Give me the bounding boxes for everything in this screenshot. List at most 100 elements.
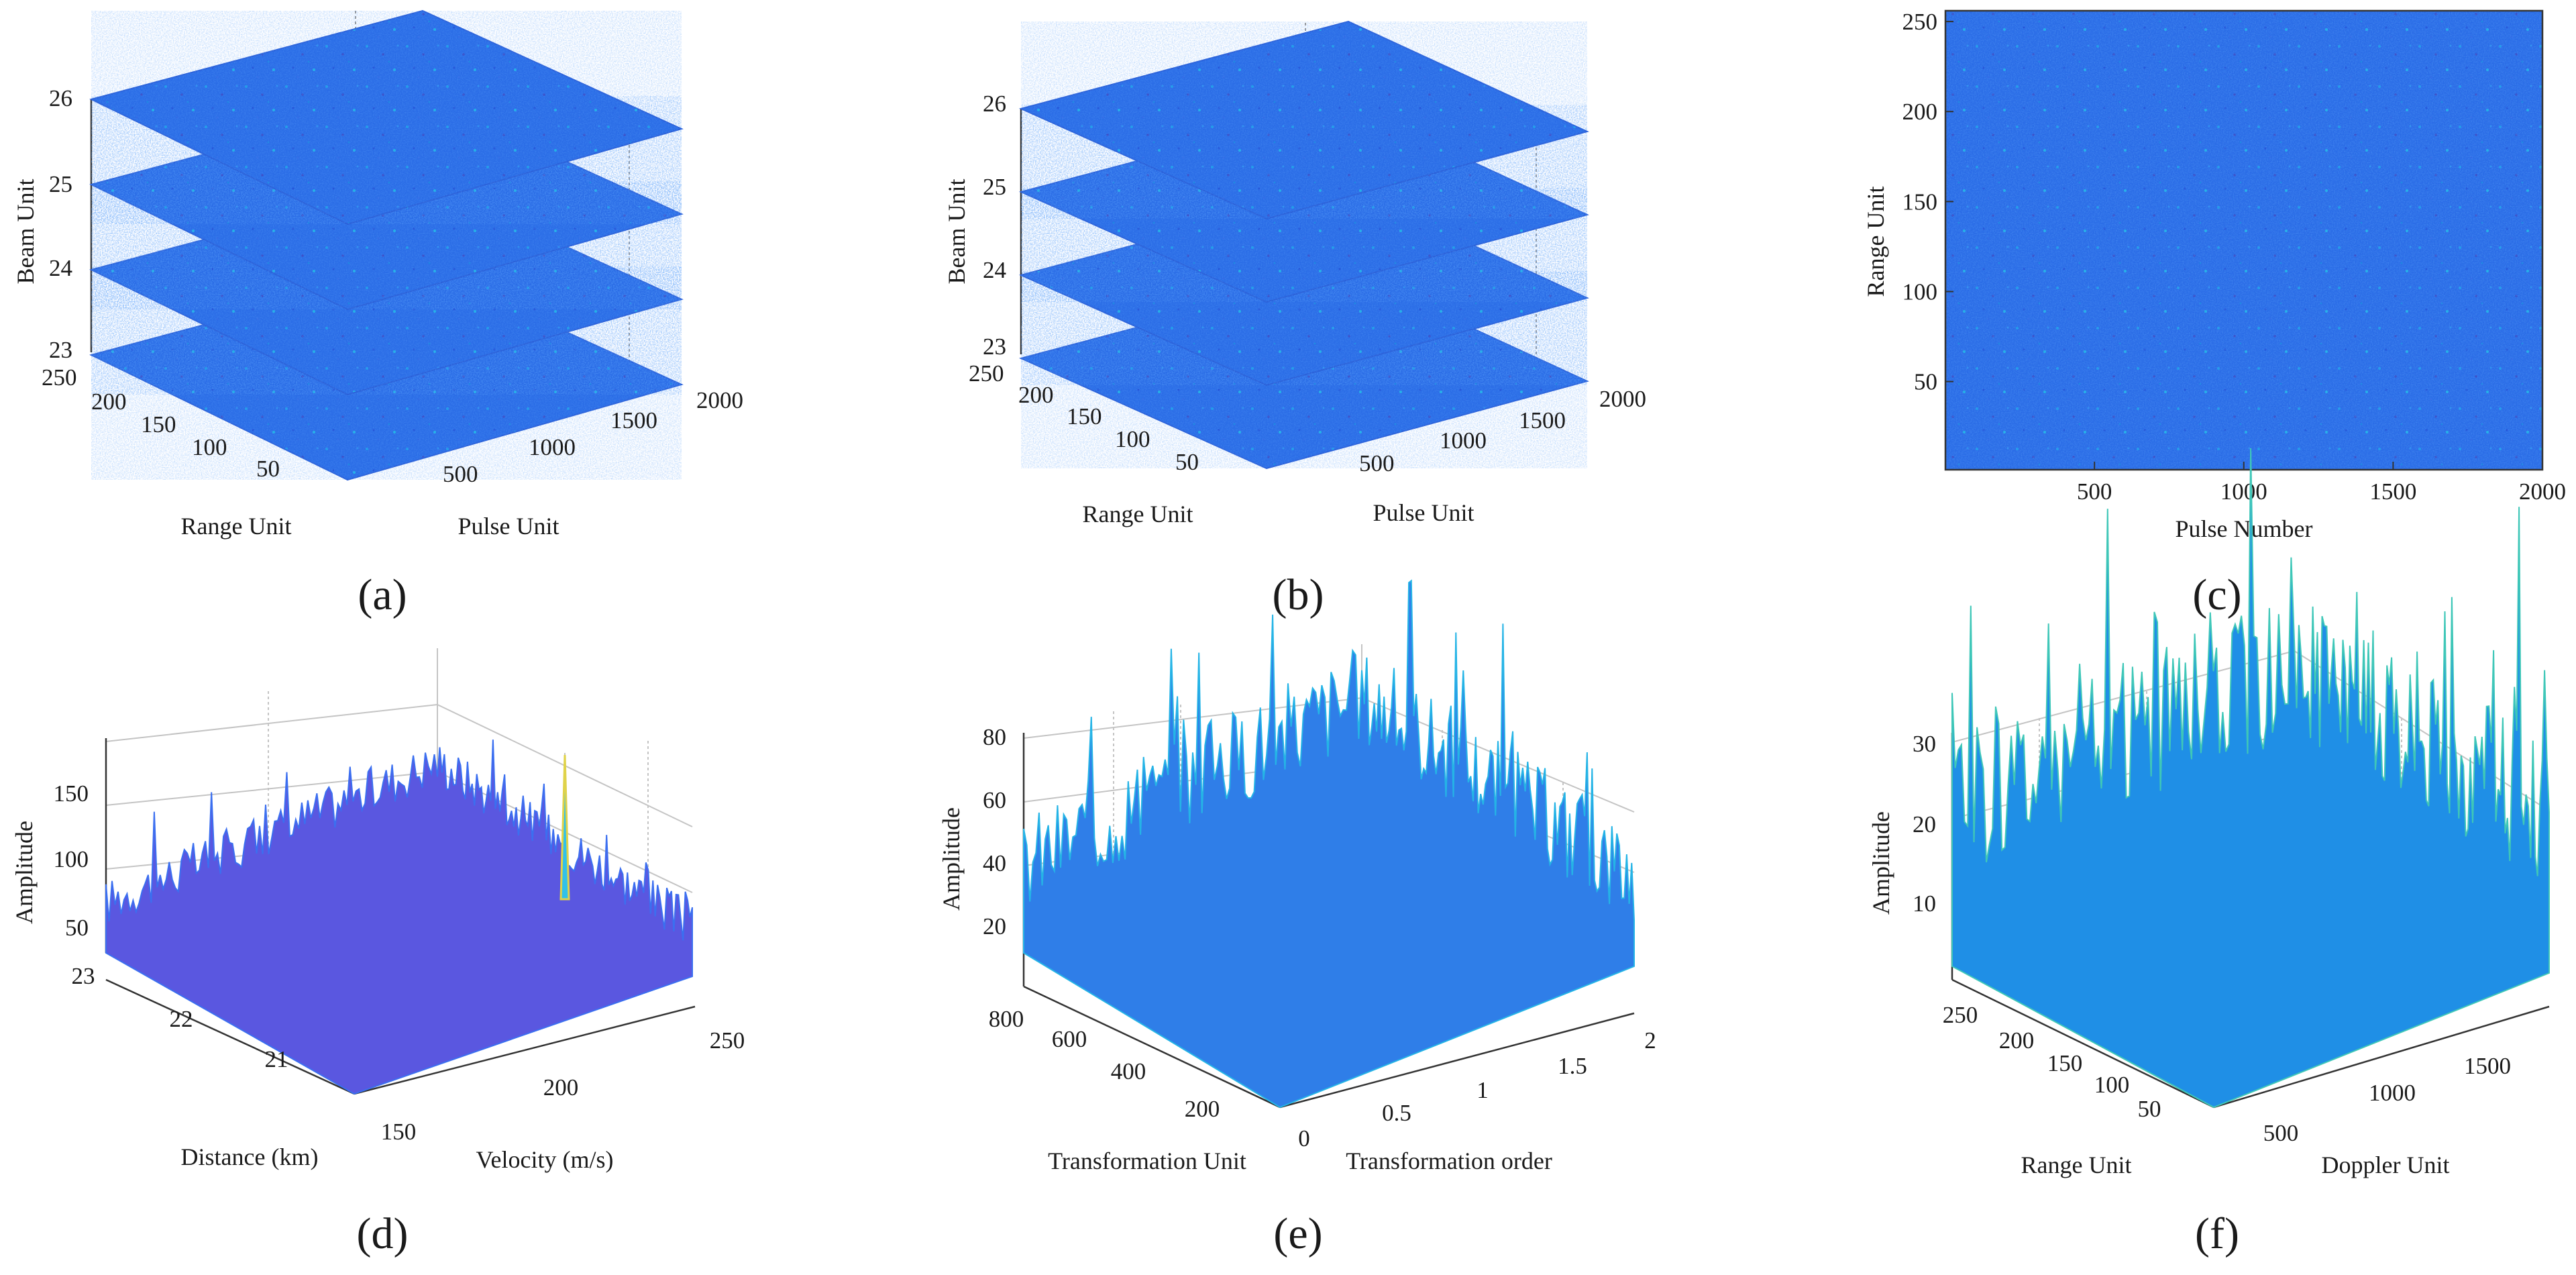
panel-d-peak: [559, 754, 570, 901]
panel-d-x-tick-23: 23: [72, 963, 95, 989]
panel-d-z-tick-50: 50: [65, 915, 89, 941]
panel-f-z-tick-20: 20: [1913, 811, 1936, 837]
panel-a-x-tick-50: 50: [256, 456, 280, 482]
panel-e-z-label: Amplitude: [938, 807, 965, 911]
panel-c-x-tick-500: 500: [2077, 478, 2112, 505]
panel-e-x-label: Transformation Unit: [1048, 1148, 1246, 1174]
panel-a-y-tick-1000: 1000: [529, 434, 576, 460]
panel-b-stacked-slices: 26 25 24 23 Beam Unit 250 200 150 100 50…: [943, 20, 1646, 527]
panel-e-y-tick-1.5: 1.5: [1558, 1053, 1587, 1079]
panel-a-y-tick-2000: 2000: [696, 387, 743, 413]
panel-f-y-tick-1000: 1000: [2369, 1080, 2416, 1106]
panel-d-y-tick-200: 200: [543, 1074, 579, 1101]
a-slices-slice-26-texture: [91, 11, 682, 224]
panel-a-y-tick-500: 500: [443, 461, 478, 487]
panel-b-x-tick-150: 150: [1067, 403, 1102, 429]
panel-c-y-label: Range Unit: [1862, 187, 1889, 297]
panel-e-y-tick-0.5: 0.5: [1382, 1100, 1411, 1126]
panel-f-y-tick-1500: 1500: [2464, 1053, 2511, 1079]
panel-label-f: (f): [2195, 1209, 2239, 1258]
panel-a-y-tick-1500: 1500: [610, 407, 657, 434]
panel-d-y-tick-150: 150: [381, 1119, 417, 1145]
panel-f-x-tick-200: 200: [1999, 1027, 2035, 1054]
panel-a-x-tick-100: 100: [192, 434, 227, 460]
panel-d-y-tick-250: 250: [710, 1027, 745, 1054]
panel-e-y-label: Transformation order: [1346, 1148, 1552, 1174]
panel-a-x-tick-200: 200: [91, 389, 127, 415]
panel-a-z-label: Beam Unit: [12, 179, 39, 285]
panel-b-x-tick-250: 250: [969, 360, 1004, 387]
panel-c-x-tick-1000: 1000: [2220, 478, 2267, 505]
panel-e-z-tick-40: 40: [983, 850, 1006, 876]
panel-a-z-tick-26: 26: [49, 85, 72, 111]
panel-b-x-tick-100: 100: [1115, 426, 1150, 452]
b-slices-slice-26-texture: [1021, 21, 1587, 219]
panel-d-y-label: Velocity (m/s): [476, 1146, 614, 1173]
panel-f-z-tick-30: 30: [1913, 731, 1936, 757]
panel-b-y-tick-1500: 1500: [1519, 407, 1566, 434]
panel-a-x-label: Range Unit: [181, 513, 292, 540]
panel-e-surface-fill: [1023, 579, 1635, 1109]
panel-b-x-tick-50: 50: [1175, 449, 1199, 475]
panel-e-z-tick-20: 20: [983, 913, 1006, 939]
panel-d-x-label: Distance (km): [181, 1143, 319, 1170]
panel-e-z-tick-80: 80: [983, 724, 1006, 750]
panel-d-surface: 50 100 150 21 22 23 150 200 250 Amplitude Distan…: [11, 648, 745, 1173]
panel-b-x-tick-200: 200: [1018, 382, 1054, 408]
panel-label-a: (a): [358, 570, 407, 619]
panel-b-z-tick-24: 24: [983, 257, 1006, 283]
panel-f-surface-fill: [1951, 448, 2550, 1109]
panel-label-e: (e): [1273, 1209, 1322, 1258]
panel-f-surface: 10 20 30 50 100 150 200 250 500 1000 1500 Amplitud…: [1868, 448, 2550, 1178]
panel-c-y-tick-100: 100: [1902, 278, 1938, 305]
panel-f-z-label: Amplitude: [1868, 811, 1894, 915]
panel-d-x-tick-22: 22: [170, 1006, 193, 1032]
panel-d-surface-fill: [105, 740, 693, 1095]
panel-e-ticks: 20 40 60 80 200 400 600 800 0 0.5 1 1.5 2: [983, 724, 1656, 1152]
panel-b-x-label: Range Unit: [1083, 501, 1193, 527]
panel-d-z-label: Amplitude: [11, 821, 38, 924]
panel-f-x-tick-150: 150: [2047, 1050, 2083, 1076]
panel-f-x-tick-50: 50: [2138, 1096, 2161, 1122]
panel-d-ticks: 50 100 150 21 22 23 150 200 250: [54, 780, 745, 1145]
panel-f-ticks: 10 20 30 50 100 150 200 250 500 1000 1500: [1913, 731, 2511, 1146]
panel-c-x-label: Pulse Number: [2176, 515, 2313, 542]
panel-f-y-tick-500: 500: [2263, 1120, 2299, 1146]
panel-b-z-label: Beam Unit: [943, 179, 970, 285]
panel-f-y-label: Doppler Unit: [2322, 1152, 2450, 1178]
panel-e-y-tick-1: 1: [1477, 1077, 1489, 1103]
panel-b-slices: [1019, 20, 1589, 470]
panel-c-heatmap-noise: [1945, 11, 2542, 470]
panel-d-x-tick-21: 21: [265, 1046, 288, 1072]
panel-f-x-tick-100: 100: [2094, 1072, 2130, 1098]
panel-c-ticks: 500 1000 1500 2000 50 100 150 200 250: [1902, 9, 2567, 505]
panel-label-b: (b): [1273, 570, 1324, 619]
panel-d-z-tick-100: 100: [54, 846, 89, 872]
panel-b-y-label: Pulse Unit: [1373, 499, 1474, 526]
panel-c-y-tick-50: 50: [1914, 369, 1937, 395]
panel-a-z-tick-23: 23: [49, 337, 72, 363]
panel-e-y-tick-0: 0: [1298, 1125, 1310, 1152]
panel-e-x-tick-800: 800: [989, 1006, 1024, 1032]
panel-f-z-tick-10: 10: [1913, 890, 1936, 917]
panel-f-x-label: Range Unit: [2021, 1152, 2132, 1178]
panel-c-x-tick-1500: 1500: [2369, 478, 2416, 505]
panel-a-z-tick-25: 25: [49, 171, 72, 197]
panel-e-y-tick-2: 2: [1644, 1027, 1656, 1054]
panel-b-z-tick-25: 25: [983, 174, 1006, 200]
panel-e-x-tick-600: 600: [1052, 1026, 1087, 1052]
panel-c-heatmap: 500 1000 1500 2000 50 100 150 200 250 Range Unit…: [1862, 9, 2566, 542]
panel-c-y-tick-250: 250: [1902, 9, 1938, 35]
panel-label-c: (c): [2192, 570, 2241, 619]
panel-a-z-tick-24: 24: [49, 255, 72, 281]
panel-c-y-tick-200: 200: [1902, 99, 1938, 125]
panel-a-x-tick-150: 150: [141, 411, 176, 438]
panel-c-y-tick-150: 150: [1902, 189, 1938, 215]
panel-a-stacked-slices: 26 25 24 23 Beam Unit 250 200 150 100 50…: [12, 9, 743, 540]
panel-e-z-tick-60: 60: [983, 787, 1006, 813]
panel-b-y-tick-500: 500: [1359, 450, 1395, 476]
panel-a-slices: [89, 9, 684, 481]
panel-c-x-tick-2000: 2000: [2519, 478, 2566, 505]
